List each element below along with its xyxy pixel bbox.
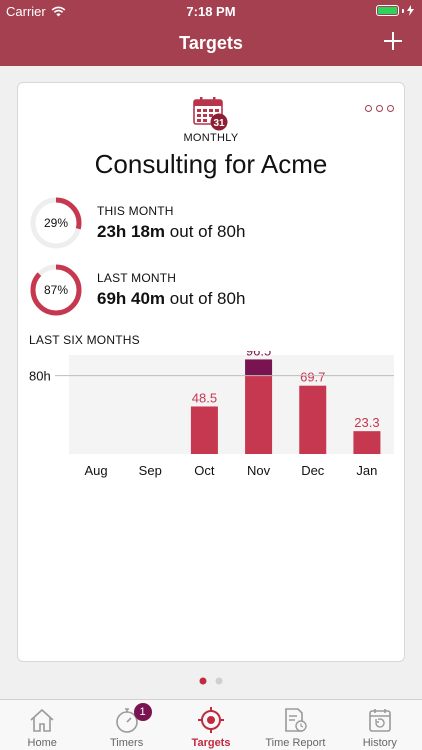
bar-oct <box>190 406 218 454</box>
report-icon <box>285 708 308 732</box>
this-month-value: 23h 18m out of 80h <box>97 222 245 242</box>
plus-icon[interactable] <box>382 30 404 52</box>
navigation-bar: Targets <box>0 22 422 66</box>
last-month-percent: 87% <box>43 283 69 297</box>
tab-history[interactable]: History <box>338 700 422 750</box>
page-dot[interactable] <box>199 677 207 685</box>
bar-value-label: 23.3 <box>354 415 379 430</box>
tab-history-label: History <box>362 737 397 749</box>
last-month-value: 69h 40m out of 80h <box>97 289 245 309</box>
x-tick-label: Nov <box>247 463 271 478</box>
x-tick-label: Oct <box>194 463 215 478</box>
this-month-percent: 29% <box>43 216 69 230</box>
calendar-icon: 31 <box>193 97 228 131</box>
bar-value-label: 48.5 <box>192 390 217 405</box>
chart-title: LAST SIX MONTHS <box>29 333 140 347</box>
last-month-out-of: out of 80h <box>169 289 246 308</box>
last-month-hours: 69h 40m <box>97 289 166 308</box>
tab-time-report[interactable]: Time Report <box>253 700 337 750</box>
x-tick-label: Jan <box>356 463 377 478</box>
history-icon <box>369 709 391 732</box>
target-period: MONTHLY <box>183 132 239 144</box>
carrier-info: Carrier <box>6 4 66 19</box>
battery-indicator <box>376 5 414 16</box>
page-title: Targets <box>179 33 243 53</box>
last-month-progress-ring: 87% <box>30 264 82 316</box>
this-month-label: THIS MONTH <box>97 204 174 218</box>
target-icon <box>198 707 225 733</box>
more-options-icon[interactable] <box>365 105 394 112</box>
this-month-hours: 23h 18m <box>97 222 166 241</box>
status-bar: Carrier 7:18 PM <box>0 0 422 22</box>
calendar-day: 31 <box>213 118 225 129</box>
tab-bar: Home 1 Timers Targets Time Report <box>0 699 422 750</box>
bar-value-label: 69.7 <box>300 370 325 385</box>
timers-badge: 1 <box>133 703 152 721</box>
wifi-icon <box>51 6 66 17</box>
bar-jan <box>353 431 381 454</box>
tab-timers[interactable]: 1 Timers <box>84 700 168 750</box>
tab-targets[interactable]: Targets <box>169 700 253 750</box>
home-icon <box>30 708 54 732</box>
tab-time-report-label: Time Report <box>265 737 326 749</box>
page-indicator[interactable] <box>191 675 231 687</box>
stopwatch-icon <box>115 708 138 733</box>
tab-home[interactable]: Home <box>0 700 84 750</box>
status-time: 7:18 PM <box>186 4 236 19</box>
tab-targets-label: Targets <box>191 737 231 749</box>
x-tick-label: Dec <box>301 463 325 478</box>
carrier-label: Carrier <box>6 4 46 19</box>
target-line-label: 80h <box>29 369 51 384</box>
charging-icon <box>407 5 414 16</box>
target-title: Consulting for Acme <box>94 149 328 179</box>
target-card[interactable]: 31 MONTHLY Consulting for Acme 29% THIS … <box>17 82 405 662</box>
tab-timers-label: Timers <box>110 737 144 749</box>
bar-nov <box>245 375 273 454</box>
chart-plot-area <box>69 355 394 454</box>
page-dot[interactable] <box>215 677 223 685</box>
last-month-label: LAST MONTH <box>97 271 177 285</box>
this-month-progress-ring: 29% <box>30 197 82 249</box>
bar-dec <box>299 385 327 454</box>
x-tick-label: Sep <box>139 463 162 478</box>
bar-value-label: 96.5 <box>246 351 271 358</box>
six-month-bar-chart: Aug Sep 48.5 Oct 96.5 Nov 69.7 Dec 23.3 Jan 80h <box>29 351 394 478</box>
tab-home-label: Home <box>27 737 57 749</box>
battery-icon <box>376 5 399 16</box>
this-month-out-of: out of 80h <box>169 222 246 241</box>
x-tick-label: Aug <box>85 463 108 478</box>
bar-over-target-nov <box>245 359 273 376</box>
